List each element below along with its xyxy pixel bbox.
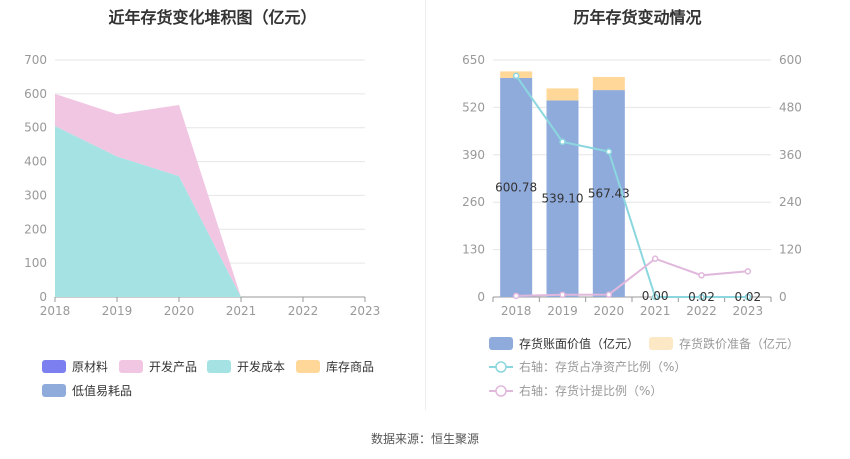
left-y-tick-label: 200 <box>24 222 47 236</box>
left-y-tick-label: 300 <box>24 188 47 202</box>
bar-data-label: 0.00 <box>642 289 669 303</box>
area-开发成本 <box>55 126 365 297</box>
bar-line-chart: 0 130 260 390 520 650 0 120 240 360 480 600 2018 2019… <box>462 53 802 398</box>
legend-label: 库存商品 <box>326 359 374 374</box>
line-point-1 <box>559 291 566 298</box>
line-point-1 <box>512 292 520 300</box>
line-point-0 <box>605 148 613 155</box>
right-y2-tick-label: 600 <box>779 53 802 67</box>
line-point-1 <box>605 291 613 298</box>
bar-book-value <box>500 77 533 297</box>
right-x-tick-label: 2019 <box>547 304 578 318</box>
bar-book-value <box>546 100 579 297</box>
bar-data-label: 0.02 <box>734 290 761 304</box>
legend-swatch <box>119 360 143 373</box>
right-y2-tick-label: 240 <box>779 195 802 209</box>
right-x-tick-label: 2020 <box>594 304 625 318</box>
right-x-tick-label: 2018 <box>501 304 532 318</box>
bar-data-label: 539.10 <box>542 192 584 206</box>
line-point-1 <box>744 268 752 275</box>
right-chart-title: 历年存货变动情况 <box>573 8 702 27</box>
line-point-0 <box>512 72 520 80</box>
right-x-tick-label: 2022 <box>686 304 717 318</box>
legend-swatch <box>296 360 320 373</box>
chart-divider <box>425 0 426 410</box>
right-left-y-tick-label: 650 <box>462 53 485 67</box>
legend-marker <box>495 361 507 373</box>
line-point-0 <box>651 293 659 301</box>
line-point-1 <box>698 272 705 279</box>
area-开发产品 <box>55 93 365 298</box>
legend-swatch <box>649 337 673 350</box>
legend-swatch <box>207 360 231 373</box>
legend-label: 开发产品 <box>149 359 197 374</box>
left-x-tick-label: 2019 <box>102 304 133 318</box>
line-point-0 <box>698 293 705 301</box>
right-y2-tick-label: 360 <box>779 148 802 162</box>
left-x-tick-label: 2020 <box>164 304 195 318</box>
legend-label: 低值易耗品 <box>72 383 132 398</box>
left-y-tick-label: 500 <box>24 121 47 135</box>
bar-impairment <box>546 88 579 101</box>
left-y-tick-label: 600 <box>24 87 47 101</box>
right-left-y-tick-label: 260 <box>462 195 485 209</box>
legend-label: 存货账面价值（亿元） <box>519 336 639 351</box>
bar-data-label: 567.43 <box>588 187 630 201</box>
legend-swatch <box>489 337 513 350</box>
left-x-tick-label: 2023 <box>350 304 381 318</box>
bar-impairment <box>592 76 625 91</box>
line-series-0 <box>515 75 748 298</box>
left-y-tick-label: 400 <box>24 155 47 169</box>
right-x-tick-label: 2021 <box>640 304 671 318</box>
legend-label: 原材料 <box>72 360 108 374</box>
line-series-1 <box>516 257 748 297</box>
left-y-tick-label: 0 <box>39 290 47 304</box>
legend-swatch <box>42 384 66 397</box>
legend-label: 右轴：存货占净资产比例（%） <box>519 359 686 374</box>
right-left-y-tick-label: 390 <box>462 148 485 162</box>
right-y2-tick-label: 480 <box>779 100 802 114</box>
legend-swatch <box>42 360 66 373</box>
left-y-tick-label: 700 <box>24 53 47 67</box>
left-x-tick-label: 2021 <box>226 304 257 318</box>
bar-book-value <box>592 90 625 297</box>
left-y-tick-label: 100 <box>24 256 47 270</box>
data-source: 数据来源：恒生聚源 <box>370 432 479 446</box>
bar-data-label: 600.78 <box>495 180 537 194</box>
left-x-tick-label: 2022 <box>288 304 319 318</box>
right-left-y-tick-label: 130 <box>462 243 485 257</box>
line-point-0 <box>559 138 566 146</box>
right-left-y-tick-label: 520 <box>462 100 485 114</box>
legend-label: 开发成本 <box>237 359 285 374</box>
right-x-tick-label: 2023 <box>733 304 764 318</box>
left-x-tick-label: 2018 <box>40 304 71 318</box>
legend-marker <box>495 385 507 397</box>
right-left-y-tick-label: 0 <box>477 290 485 304</box>
legend-label: 存货跌价准备（亿元） <box>679 336 799 351</box>
right-y2-tick-label: 0 <box>779 290 787 304</box>
line-point-0 <box>744 293 752 301</box>
left-chart-title: 近年存货变化堆积图（亿元） <box>108 8 317 27</box>
bar-data-label: 0.02 <box>688 290 715 304</box>
stacked-area-chart: 0 100 200 300 400 500 600 700 2018 2019 2020 2021 20… <box>24 53 381 398</box>
legend-label: 右轴：存货计提比例（%） <box>519 383 662 398</box>
line-point-1 <box>651 255 659 262</box>
right-y2-tick-label: 120 <box>779 243 802 257</box>
